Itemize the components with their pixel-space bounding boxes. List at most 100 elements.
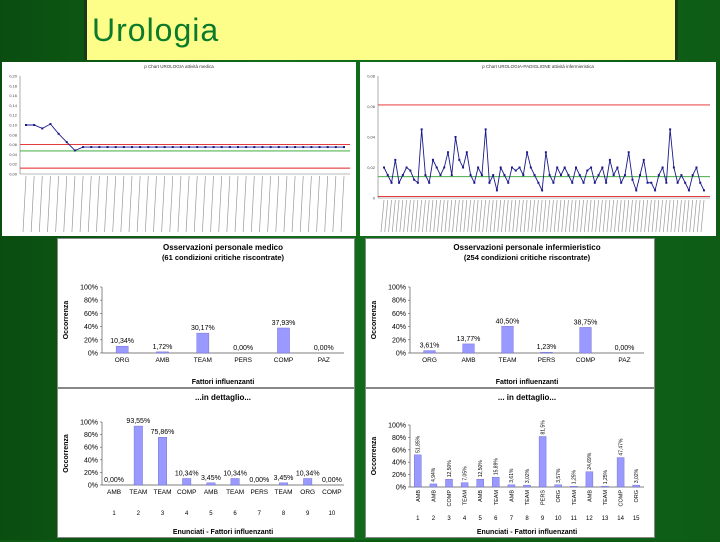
data-point <box>559 174 562 177</box>
x-tick-mark <box>617 199 622 233</box>
x-tick-mark <box>193 175 198 233</box>
data-label: 1,25% <box>572 469 578 484</box>
x-tick-mark <box>542 199 547 233</box>
x-tick-mark <box>332 175 337 233</box>
y-axis-label: Occorrenza <box>371 437 378 476</box>
x-tick-mark <box>38 175 43 233</box>
y-tick-label: 40% <box>392 324 406 331</box>
data-label: 10,34% <box>175 470 199 477</box>
category-label: AMB <box>107 489 121 496</box>
x-tick-mark <box>316 175 320 233</box>
data-label: 93,55% <box>126 418 150 425</box>
category-label: ORG <box>556 490 562 503</box>
x-tick-mark <box>519 199 524 233</box>
data-point <box>503 174 506 177</box>
data-point <box>672 166 675 169</box>
x-tick-mark <box>516 199 520 233</box>
bar <box>616 457 625 488</box>
data-point <box>635 189 638 192</box>
y-tick-label: 20% <box>84 337 98 344</box>
y-tick-label: 40% <box>84 457 98 464</box>
x-tick-mark <box>666 199 671 233</box>
x-tick-mark <box>467 199 471 233</box>
data-point <box>477 166 480 169</box>
x-tick-mark <box>403 199 407 233</box>
data-point <box>285 146 288 149</box>
data-point <box>57 132 60 135</box>
bar-chart-infermieri-dettaglio-panel: ... in dettaglio... Occorrenza 100% 80% 60% 4… <box>365 388 655 538</box>
data-point <box>458 158 461 161</box>
data-point <box>669 128 672 131</box>
x-tick-mark <box>602 199 607 233</box>
data-point <box>578 174 581 177</box>
chart-subtitle: (254 condizioni critiche riscontrate) <box>464 253 591 262</box>
y-tick-label: 0,14 <box>9 103 18 108</box>
data-point <box>424 174 427 177</box>
data-label: 0,00% <box>314 345 334 352</box>
x-tick-mark <box>572 199 577 233</box>
x-tick-mark <box>96 175 100 233</box>
data-point <box>590 166 593 169</box>
data-point <box>394 158 397 161</box>
data-point <box>642 158 645 161</box>
bar <box>303 478 313 486</box>
data-point <box>179 146 182 149</box>
x-tick-mark <box>324 175 329 233</box>
data-point <box>499 166 502 169</box>
x-tick-mark <box>418 199 422 233</box>
data-point <box>537 181 540 184</box>
data-label: 3,45% <box>201 475 221 482</box>
x-tick-mark <box>621 199 626 233</box>
x-tick-mark <box>226 175 231 233</box>
x-tick-mark <box>471 199 475 233</box>
y-tick-label: 0 <box>373 196 376 201</box>
chart-title: p Chart UROLOGIA attività medica <box>144 64 214 69</box>
bar <box>460 482 469 488</box>
x-tick-mark <box>388 199 392 233</box>
data-point <box>41 127 44 130</box>
x-axis-label: Enunciati - Fattori influenzanti <box>477 529 577 536</box>
category-label: TEAM <box>153 489 171 496</box>
data-label: 12,50% <box>478 460 484 478</box>
data-point <box>401 174 404 177</box>
x-tick-mark <box>275 175 280 233</box>
data-point <box>465 151 468 154</box>
data-point <box>582 181 585 184</box>
x-tick-mark <box>259 175 263 233</box>
category-label: ORG <box>422 357 437 364</box>
y-tick-label: 20% <box>84 470 98 477</box>
x-tick-mark <box>299 175 304 233</box>
x-tick-mark <box>523 199 528 233</box>
data-point <box>514 169 517 172</box>
bar <box>429 483 438 488</box>
data-label: 3,61% <box>420 343 440 350</box>
y-tick-label: 0,06 <box>9 142 18 147</box>
category-label: COMP <box>322 489 342 496</box>
y-axis-label: Occorrenza <box>371 301 378 340</box>
x-tick-mark <box>557 199 562 233</box>
data-label: 30,17% <box>191 325 215 332</box>
data-label: 51,85% <box>416 435 422 453</box>
x-tick-mark <box>422 199 426 233</box>
y-tick-label: 0,12 <box>9 113 18 118</box>
data-label: 0,00% <box>249 477 269 484</box>
data-point <box>447 151 449 154</box>
data-label: 3,02% <box>634 468 640 483</box>
x-tick-mark <box>340 175 345 233</box>
y-tick-label: 80% <box>392 435 406 442</box>
data-point <box>114 146 117 149</box>
data-point <box>310 146 313 149</box>
enunciato-number: 7 <box>258 511 262 517</box>
y-axis-label: Occorrenza <box>63 301 70 340</box>
data-label: 0,00% <box>104 477 124 484</box>
data-point <box>687 189 690 192</box>
data-point <box>699 181 702 184</box>
x-tick-mark <box>501 199 505 233</box>
data-point <box>548 174 551 177</box>
y-tick-label: 20% <box>392 337 406 344</box>
x-tick-mark <box>644 199 648 233</box>
y-tick-label: 0% <box>396 485 406 492</box>
data-point <box>654 189 657 192</box>
data-point <box>612 174 615 177</box>
x-tick-mark <box>535 199 539 233</box>
